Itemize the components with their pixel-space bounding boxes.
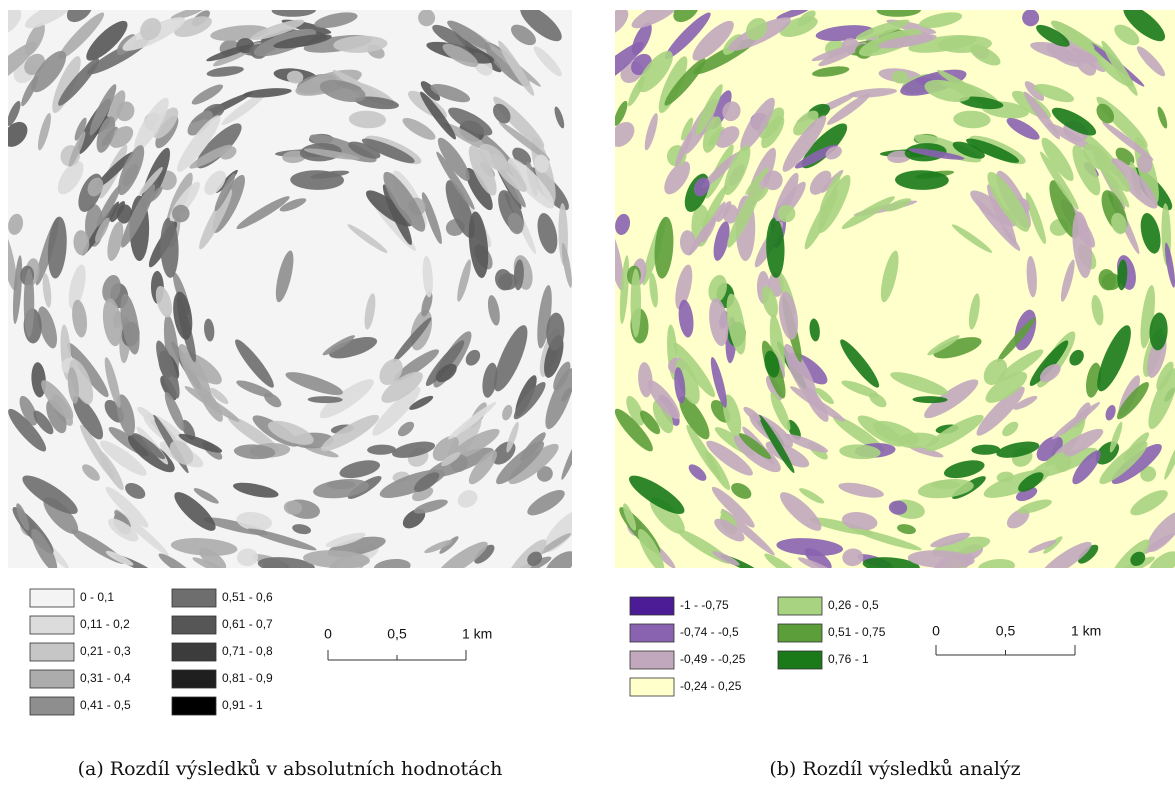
map (0, 0, 587, 586)
scale-label: 0 (932, 623, 940, 639)
legend-label: -0,24 - 0,25 (680, 679, 742, 693)
map-background (8, 10, 572, 568)
panel: -1 - -0,75 -0,74 - -0,5 -0,49 - -0,25 -0,24… (584, 0, 1175, 780)
legend-label: 0,61 - 0,7 (222, 617, 273, 631)
scale-label: 0 (324, 626, 332, 642)
panel: 0 - 0,1 0,11 - 0,2 0,21 - 0,3 0,31 - 0,4 0,4… (0, 0, 587, 780)
scale-label: 1 km (462, 626, 492, 642)
legend-swatch (778, 597, 822, 615)
legend-label: 0,91 - 1 (222, 698, 263, 712)
scale-label: 1 km (1071, 623, 1101, 639)
legend-label: 0 - 0,1 (80, 590, 114, 604)
legend-label: 0,76 - 1 (828, 652, 869, 666)
map (584, 0, 1175, 586)
legend-label: -1 - -0,75 (680, 598, 729, 612)
legend-label: 0,31 - 0,4 (80, 671, 131, 685)
legend-label: 0,21 - 0,3 (80, 644, 131, 658)
map-patch (931, 480, 960, 489)
legend-swatch (30, 697, 74, 715)
legend-swatch (30, 616, 74, 634)
legend-swatch (172, 670, 216, 688)
figure: 0 - 0,1 0,11 - 0,2 0,21 - 0,3 0,31 - 0,4 0,4… (0, 0, 1175, 794)
legend-swatch (172, 643, 216, 661)
legend-swatch (778, 651, 822, 669)
scale-label: 0,5 (996, 623, 1016, 639)
legend-label: 0,11 - 0,2 (80, 617, 130, 631)
scale-label: 0,5 (387, 626, 407, 642)
caption: (a) Rozdíl výsledků v absolutních hodnot… (78, 758, 503, 780)
legend-label: 0,81 - 0,9 (222, 671, 273, 685)
legend-label: -0,74 - -0,5 (680, 625, 739, 639)
legend-swatch (172, 616, 216, 634)
legend-swatch (630, 624, 674, 642)
page: {"panels": [ {"legend": [ {"label": "0 -… (0, 0, 1175, 794)
legend-label: 0,26 - 0,5 (828, 598, 879, 612)
legend-swatch (630, 651, 674, 669)
legend-swatch (630, 678, 674, 696)
legend-swatch (30, 670, 74, 688)
legend-label: 0,51 - 0,6 (222, 590, 273, 604)
legend-label: 0,71 - 0,8 (222, 644, 273, 658)
legend-label: 0,51 - 0,75 (828, 625, 886, 639)
caption: (b) Rozdíl výsledků analýz (769, 758, 1020, 780)
legend-label: -0,49 - -0,25 (680, 652, 746, 666)
legend-swatch (172, 697, 216, 715)
map-background (615, 10, 1175, 568)
legend-swatch (30, 643, 74, 661)
map-patch (631, 269, 641, 338)
legend-swatch (630, 597, 674, 615)
legend-swatch (30, 589, 74, 607)
legend-label: 0,41 - 0,5 (80, 698, 131, 712)
legend-swatch (172, 589, 216, 607)
legend-swatch (778, 624, 822, 642)
